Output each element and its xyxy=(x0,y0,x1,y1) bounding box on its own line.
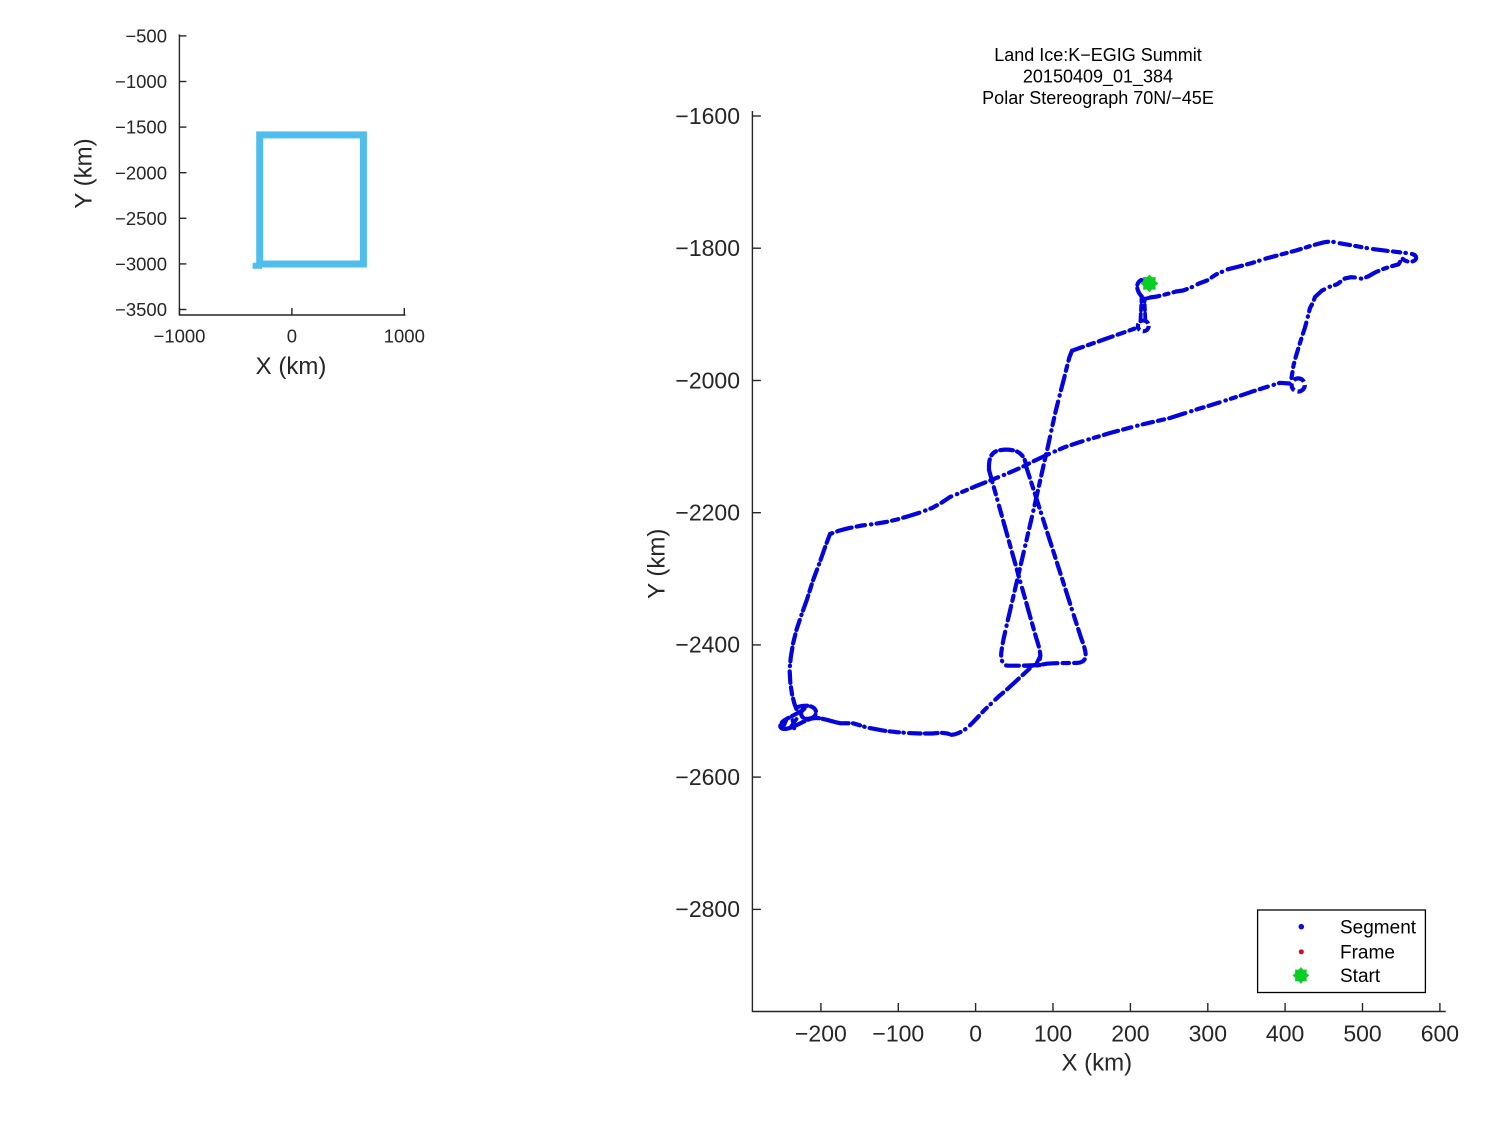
svg-text:600: 600 xyxy=(1421,1021,1459,1047)
svg-text:−1600: −1600 xyxy=(675,103,740,129)
svg-text:−500: −500 xyxy=(125,26,167,47)
svg-text:−2400: −2400 xyxy=(675,632,740,658)
svg-text:20150409_01_384: 20150409_01_384 xyxy=(1023,67,1173,88)
svg-text:X (km): X (km) xyxy=(256,353,327,380)
svg-text:−2000: −2000 xyxy=(675,367,740,393)
svg-text:−2500: −2500 xyxy=(115,208,167,229)
svg-text:500: 500 xyxy=(1343,1021,1381,1047)
svg-text:100: 100 xyxy=(1034,1021,1072,1047)
svg-text:−1000: −1000 xyxy=(115,71,167,92)
svg-text:−1800: −1800 xyxy=(675,235,740,261)
svg-text:Segment: Segment xyxy=(1340,917,1417,938)
svg-text:−100: −100 xyxy=(872,1021,924,1047)
svg-text:−2000: −2000 xyxy=(115,162,167,183)
svg-text:−2600: −2600 xyxy=(675,764,740,790)
svg-text:Land Ice:K−EGIG Summit: Land Ice:K−EGIG Summit xyxy=(994,45,1202,65)
svg-text:−3000: −3000 xyxy=(115,254,167,275)
svg-text:400: 400 xyxy=(1266,1021,1304,1047)
svg-text:200: 200 xyxy=(1111,1021,1149,1047)
svg-text:−200: −200 xyxy=(795,1021,847,1047)
svg-text:Start: Start xyxy=(1340,966,1381,987)
svg-text:0: 0 xyxy=(969,1021,982,1047)
svg-text:300: 300 xyxy=(1189,1021,1227,1047)
svg-text:−1000: −1000 xyxy=(154,326,206,347)
svg-text:−3500: −3500 xyxy=(115,299,167,320)
svg-text:1000: 1000 xyxy=(384,326,425,347)
svg-text:−1500: −1500 xyxy=(115,117,167,138)
svg-text:−2200: −2200 xyxy=(675,500,740,526)
svg-text:−2800: −2800 xyxy=(675,896,740,922)
svg-text:0: 0 xyxy=(287,326,297,347)
svg-text:Polar Stereograph 70N/−45E: Polar Stereograph 70N/−45E xyxy=(982,88,1214,108)
svg-text:Y (km): Y (km) xyxy=(644,529,671,599)
svg-text:X (km): X (km) xyxy=(1061,1050,1132,1077)
svg-text:Frame: Frame xyxy=(1340,943,1395,964)
svg-text:Y (km): Y (km) xyxy=(71,138,98,208)
